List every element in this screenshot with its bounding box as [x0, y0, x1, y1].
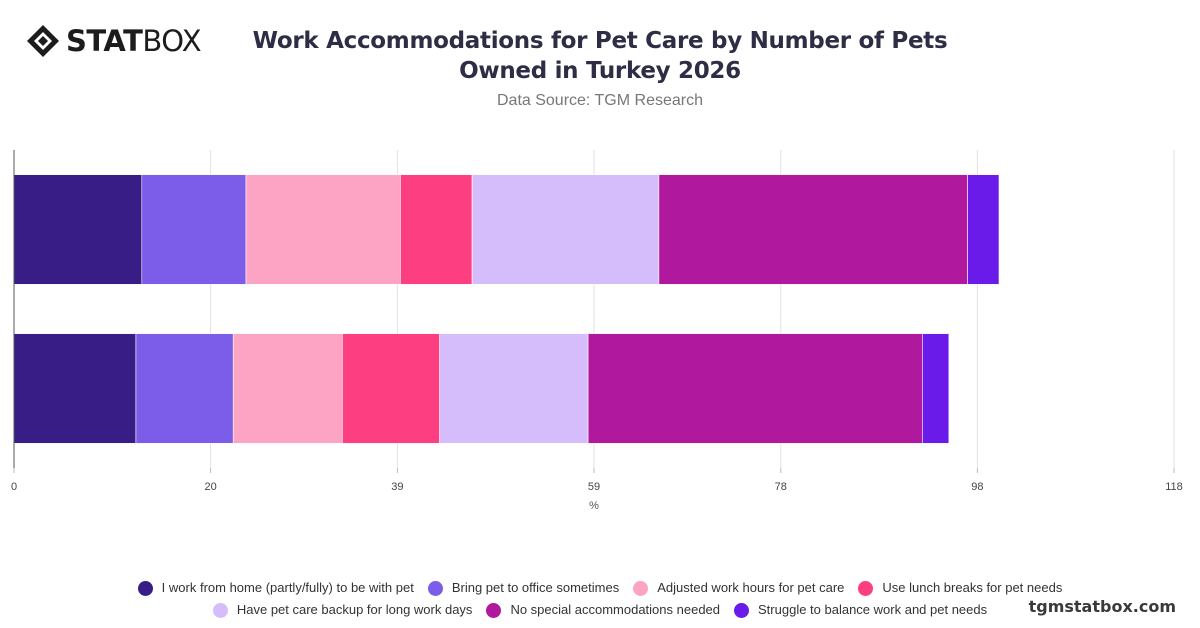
bar-segment [135, 333, 234, 444]
bar-segment [342, 333, 440, 444]
legend-label: Have pet care backup for long work days [236, 602, 473, 617]
bar-segment [967, 174, 1000, 285]
x-tick-label: 59 [588, 481, 600, 493]
x-tick-label: 0 [11, 481, 17, 493]
legend-swatch [858, 580, 874, 596]
bar-segment [141, 174, 247, 285]
legend-label: Adjusted work hours for pet care [657, 580, 845, 595]
bar-segment [658, 174, 968, 285]
legend-swatch [633, 580, 649, 596]
chart-title-line-1: Work Accommodations for Pet Care by Numb… [252, 28, 948, 54]
legend-item[interactable]: Have pet care backup for long work days [212, 601, 473, 619]
x-tick-label: 78 [775, 481, 787, 493]
watermark: tgmstatbox.com [1028, 597, 1176, 616]
stacked-bar-chart: 0 20 39 59 78 98 118% [11, 150, 1183, 512]
logo-text-light: BOX [142, 23, 202, 58]
logo-text-bold: STAT [66, 23, 143, 58]
legend-swatch [486, 602, 502, 618]
legend-swatch [137, 580, 153, 596]
chart-title-line-2: Owned in Turkey 2026 [459, 58, 741, 84]
statbox-diamond-icon [27, 25, 59, 57]
legend-item[interactable]: Struggle to balance work and pet needs [734, 601, 987, 619]
legend-item[interactable]: No special accommodations needed [486, 601, 720, 619]
legend-item[interactable]: Bring pet to office sometimes [427, 579, 620, 597]
bar-segment [922, 333, 950, 444]
x-tick-label: 118 [1165, 481, 1183, 493]
legend: I work from home (partly/fully) to be wi… [100, 579, 1100, 619]
legend-item[interactable]: I work from home (partly/fully) to be wi… [137, 579, 414, 597]
legend-label: Bring pet to office sometimes [451, 580, 620, 595]
x-axis: 0 20 39 59 78 98 118% [11, 150, 1183, 512]
legend-label: Use lunch breaks for pet needs [882, 580, 1063, 595]
legend-label: No special accommodations needed [510, 602, 721, 617]
bar-segment [13, 174, 143, 285]
bar-segment [232, 333, 343, 444]
x-axis-title: % [589, 500, 599, 512]
bar-segment [439, 333, 589, 444]
legend-swatch [734, 602, 750, 618]
legend-label: Struggle to balance work and pet needs [758, 602, 988, 617]
legend-label: I work from home (partly/fully) to be wi… [161, 580, 414, 595]
chart-subtitle: Data Source: TGM Research [496, 92, 703, 109]
logo-text: STATBOX [66, 23, 202, 58]
bars [13, 174, 1000, 444]
bar-segment [400, 174, 473, 285]
chart-title: Work Accommodations for Pet Care by Numb… [250, 26, 950, 86]
bar-segment [471, 174, 660, 285]
bar-segment [13, 333, 137, 444]
bar-segment [245, 174, 401, 285]
bar-segment [587, 333, 923, 444]
statbox-logo: STATBOX [26, 23, 202, 58]
legend-item[interactable]: Adjusted work hours for pet care [633, 579, 844, 597]
x-tick-label: 20 [204, 481, 216, 493]
legend-swatch [427, 580, 443, 596]
legend-swatch [212, 602, 228, 618]
legend-item[interactable]: Use lunch breaks for pet needs [858, 579, 1062, 597]
x-tick-label: 39 [391, 481, 403, 493]
x-tick-label: 98 [971, 481, 983, 493]
